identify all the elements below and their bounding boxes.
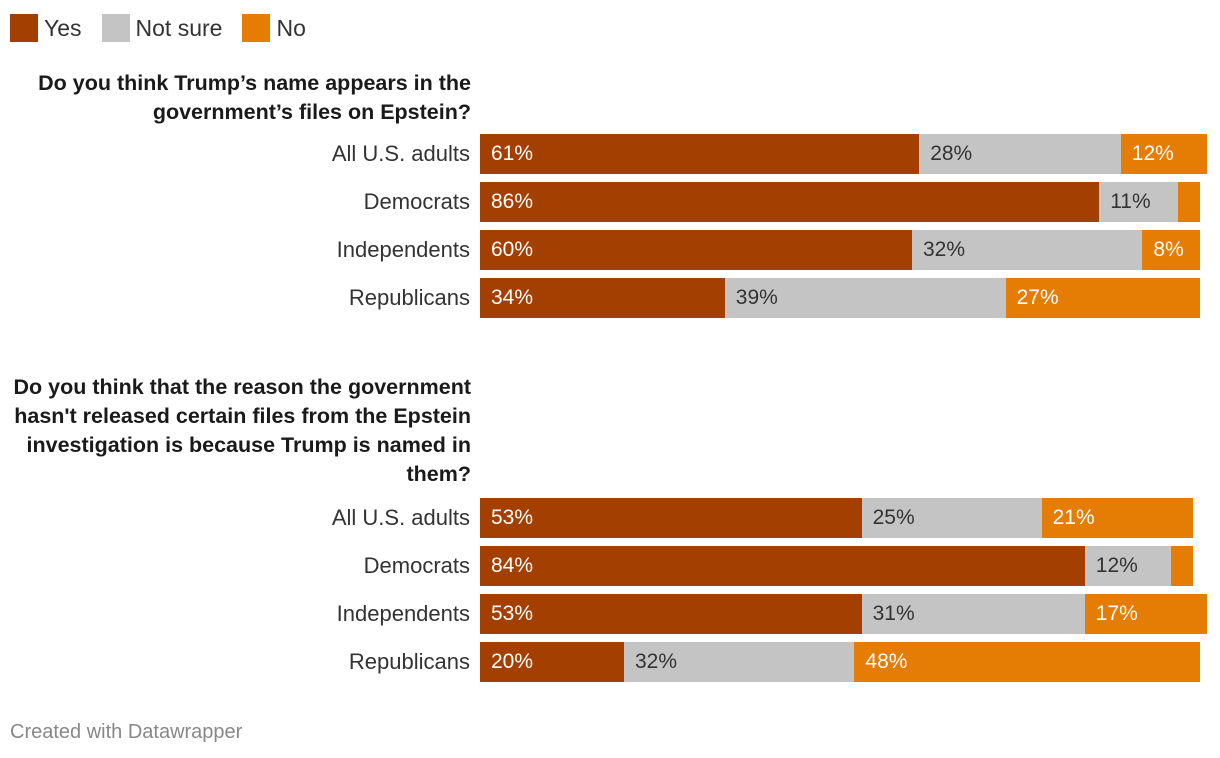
bar-segment-not-sure: 32% xyxy=(912,230,1143,270)
row-label: Republicans xyxy=(348,285,470,310)
data-label: 31% xyxy=(872,602,915,625)
data-label: 20% xyxy=(491,650,534,673)
data-label: 61% xyxy=(491,142,534,165)
bar-segment-not-sure: 32% xyxy=(624,642,855,682)
data-label: 86% xyxy=(491,190,534,213)
row-label: Democrats xyxy=(363,553,470,578)
legend-swatch-no xyxy=(242,14,271,42)
bar-segment-yes: 60% xyxy=(480,230,912,270)
data-label: 12% xyxy=(1095,554,1138,577)
bar-segment-not-sure: 31% xyxy=(861,594,1085,634)
data-label: 53% xyxy=(491,602,534,625)
data-label: 25% xyxy=(872,506,915,529)
bar-segment-no: 27% xyxy=(1005,278,1200,318)
data-label: 39% xyxy=(735,286,778,309)
legend-label-no: No xyxy=(276,14,306,41)
data-label: 60% xyxy=(491,238,534,261)
bar-segment-yes: 84% xyxy=(480,546,1085,586)
data-label: 17% xyxy=(1095,602,1138,625)
row-label: All U.S. adults xyxy=(331,505,470,530)
row-label: Independents xyxy=(336,237,470,262)
question-2-title: Do you think that the reason the governm… xyxy=(13,375,471,486)
data-label: 8% xyxy=(1153,238,1184,261)
bar-segment-not-sure: 28% xyxy=(919,134,1121,174)
row-label: Republicans xyxy=(348,649,470,674)
bar-segment-no xyxy=(1171,546,1193,586)
data-label: 28% xyxy=(930,142,973,165)
bar-segment-yes: 53% xyxy=(480,594,862,634)
data-label: 11% xyxy=(1110,190,1151,213)
data-label: 53% xyxy=(491,506,534,529)
data-label: 27% xyxy=(1016,286,1059,309)
bar-segment-yes: 20% xyxy=(480,642,624,682)
bar-segment-no: 8% xyxy=(1142,230,1200,270)
data-label: 21% xyxy=(1052,506,1095,529)
data-label: 12% xyxy=(1131,142,1174,165)
data-label: 32% xyxy=(923,238,966,261)
row-label: Democrats xyxy=(363,189,470,214)
data-label: 84% xyxy=(491,554,534,577)
bar-segment-no xyxy=(1178,182,1200,222)
legend-item-yes: Yes xyxy=(10,14,82,42)
data-label: 34% xyxy=(491,286,534,309)
bar-segment-not-sure: 12% xyxy=(1084,546,1172,586)
bar-segment-no: 21% xyxy=(1041,498,1193,538)
bar-segment-no: 48% xyxy=(854,642,1200,682)
legend-item-not-sure: Not sure xyxy=(101,14,223,42)
legend-swatch-not-sure xyxy=(101,14,130,42)
legend-label-not-sure: Not sure xyxy=(135,14,223,41)
data-label: 32% xyxy=(635,650,678,673)
bar-segment-not-sure: 39% xyxy=(724,278,1006,318)
bar-segment-yes: 34% xyxy=(480,278,725,318)
question-1-title: Do you think Trump’s name appears in the… xyxy=(38,71,471,124)
data-label: 48% xyxy=(865,650,908,673)
row-label: Independents xyxy=(336,601,470,626)
legend-item-no: No xyxy=(242,14,306,42)
legend-label-yes: Yes xyxy=(44,14,82,41)
legend-swatch-yes xyxy=(10,14,38,42)
bar-segment-no: 17% xyxy=(1084,594,1208,634)
row-label: All U.S. adults xyxy=(331,141,470,166)
bar-segment-yes: 53% xyxy=(480,498,862,538)
bar-segment-not-sure: 11% xyxy=(1099,182,1179,222)
bar-segment-not-sure: 25% xyxy=(861,498,1042,538)
datawrapper-credit: Created with Datawrapper xyxy=(10,721,243,743)
legend: Yes Not sure No xyxy=(10,13,326,43)
bar-segment-no: 12% xyxy=(1120,134,1208,174)
bar-segment-yes: 61% xyxy=(480,134,920,174)
bar-segment-yes: 86% xyxy=(480,182,1100,222)
